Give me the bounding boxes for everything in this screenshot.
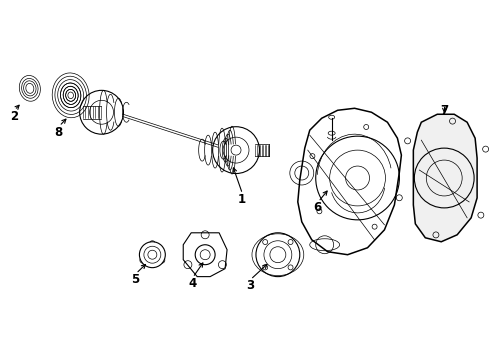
Text: 3: 3 bbox=[246, 279, 254, 292]
Text: 6: 6 bbox=[314, 201, 322, 215]
Text: 8: 8 bbox=[54, 126, 63, 139]
Text: 1: 1 bbox=[238, 193, 246, 206]
Polygon shape bbox=[414, 114, 477, 242]
Text: 4: 4 bbox=[188, 277, 196, 290]
Text: 2: 2 bbox=[10, 110, 18, 123]
Ellipse shape bbox=[43, 80, 98, 111]
Text: 5: 5 bbox=[131, 273, 140, 286]
Text: 7: 7 bbox=[440, 104, 448, 117]
